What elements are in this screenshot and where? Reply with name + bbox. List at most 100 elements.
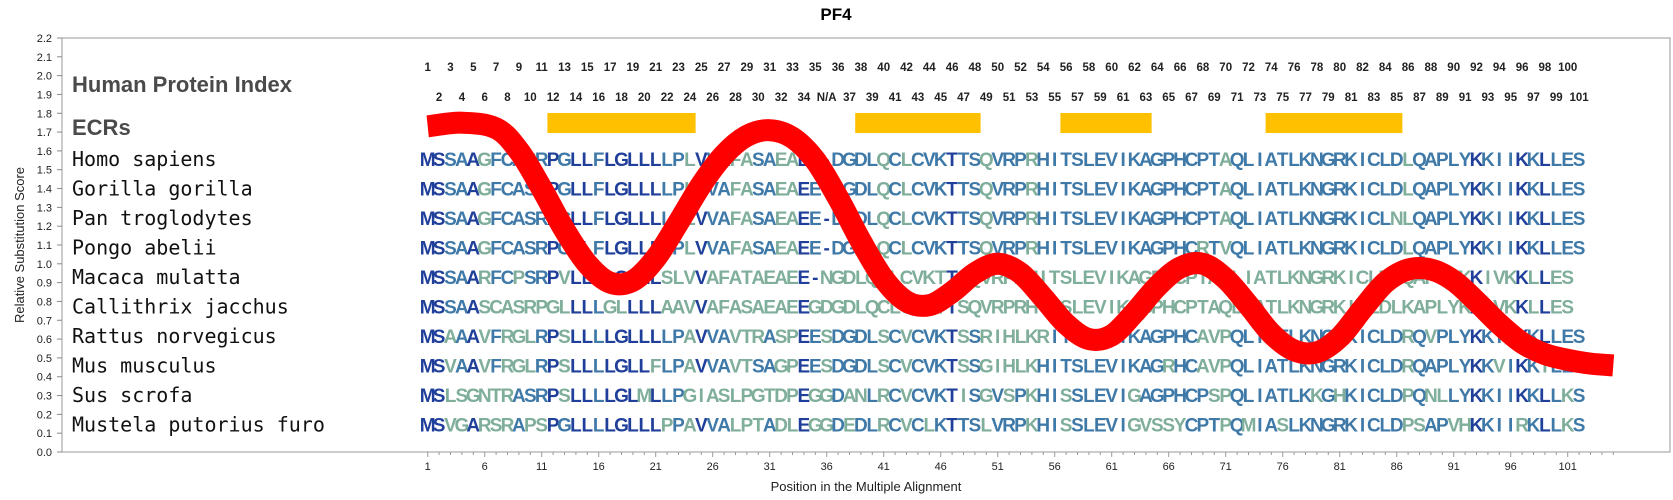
residue: S (444, 268, 457, 289)
residue: V (900, 357, 913, 378)
residue: E (1094, 239, 1107, 260)
residue: L (638, 327, 650, 348)
residue: A (786, 180, 800, 201)
residue: K (1470, 327, 1484, 348)
residue: L (1448, 386, 1460, 407)
residue: P (513, 268, 526, 289)
human-index-top-label: 27 (718, 62, 731, 74)
residue: N (854, 386, 868, 407)
residue: S (1573, 209, 1586, 230)
residue: K (934, 327, 948, 348)
residue: A (1424, 416, 1438, 437)
residue: N (1299, 298, 1313, 319)
residue: S (444, 298, 457, 319)
residue: C (1367, 357, 1381, 378)
residue: N (1310, 180, 1324, 201)
x-tick-label: 36 (821, 461, 833, 473)
residue: K (1515, 150, 1529, 171)
residue: T (1060, 150, 1072, 171)
residue: I (1497, 209, 1502, 230)
residue: L (1436, 386, 1448, 407)
residue: A (466, 327, 480, 348)
residue: V (706, 357, 719, 378)
residue: I (1052, 386, 1057, 407)
residue: T (1208, 150, 1220, 171)
residue: D (831, 386, 845, 407)
residue: K (934, 209, 948, 230)
residue: P (1014, 180, 1027, 201)
residue: L (1550, 180, 1562, 201)
residue: E (798, 268, 811, 289)
residue: L (581, 416, 593, 437)
residue: L (1072, 298, 1084, 319)
residue: D (1390, 386, 1404, 407)
residue: L (1539, 386, 1551, 407)
residue: R (1002, 180, 1016, 201)
residue: T (1208, 180, 1220, 201)
y-tick-label: 2.0 (37, 71, 52, 83)
y-tick-label: 0.4 (37, 372, 52, 384)
residue: K (1504, 268, 1518, 289)
human-index-top-label: 42 (900, 62, 913, 74)
residue: C (501, 268, 515, 289)
residue: A (455, 298, 469, 319)
residue: S (877, 327, 890, 348)
x-tick-label: 6 (482, 461, 488, 473)
residue: R (1333, 239, 1347, 260)
residue: P (1197, 150, 1210, 171)
residue: G (808, 298, 823, 319)
residue: T (958, 209, 970, 230)
residue: P (1003, 298, 1016, 319)
residue: Q (1412, 357, 1427, 378)
residue: Q (1412, 209, 1427, 230)
residue: L (627, 150, 639, 171)
residue: V (706, 239, 719, 260)
residue: L (1379, 386, 1391, 407)
residue: L (1379, 327, 1391, 348)
residue: V (1105, 386, 1118, 407)
residue: S (1060, 268, 1073, 289)
residue: A (672, 298, 686, 319)
residue: P (1162, 239, 1175, 260)
residue: K (1344, 416, 1358, 437)
residue: S (969, 150, 982, 171)
human-index-top-label: 25 (695, 62, 708, 74)
human-index-bottom-label: 32 (775, 92, 788, 104)
residue: R (1002, 209, 1016, 230)
residue: S (1413, 416, 1426, 437)
residue: I (1508, 209, 1513, 230)
residue: F (593, 239, 605, 260)
residue: I (1052, 239, 1057, 260)
residue: S (558, 386, 571, 407)
residue: - (812, 268, 818, 289)
residue: L (1083, 239, 1095, 260)
residue: V (695, 416, 708, 437)
residue: C (1367, 327, 1381, 348)
residue: G (1321, 180, 1336, 201)
residue: A (466, 180, 480, 201)
x-tick-label: 81 (1334, 461, 1346, 473)
residue: F (718, 298, 730, 319)
residue: L (866, 386, 878, 407)
residue: V (478, 357, 491, 378)
y-tick-label: 2.2 (37, 33, 52, 45)
residue: T (1277, 209, 1289, 230)
residue: A (1264, 180, 1278, 201)
residue: A (1207, 298, 1221, 319)
residue: T (1060, 180, 1072, 201)
ecr-bars (547, 113, 1403, 133)
residue: I (1497, 386, 1502, 407)
residue: R (501, 416, 515, 437)
residue: R (991, 298, 1005, 319)
human-index-top-label: 50 (991, 62, 1004, 74)
human-index-bottom-label: 63 (1140, 92, 1153, 104)
residue: D (1390, 327, 1404, 348)
residue: C (888, 239, 902, 260)
x-tick-label: 11 (536, 461, 547, 473)
residue: K (1515, 268, 1529, 289)
residue: T (1049, 268, 1061, 289)
residue: H (1036, 180, 1050, 201)
x-tick-label: 26 (707, 461, 719, 473)
residue: P (1436, 239, 1449, 260)
residue: K (934, 357, 948, 378)
